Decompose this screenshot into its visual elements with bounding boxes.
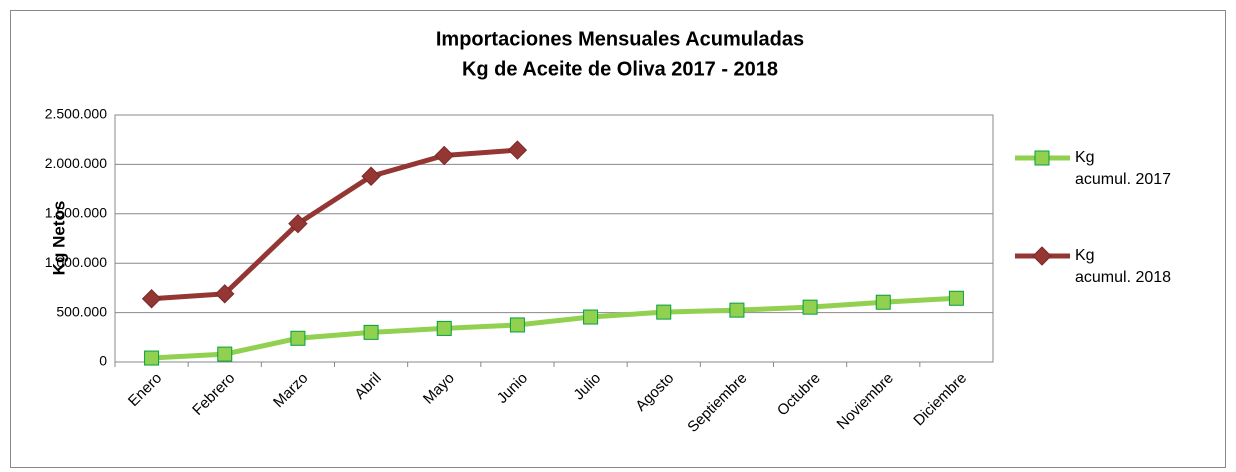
data-point bbox=[948, 290, 964, 306]
data-point bbox=[802, 299, 818, 315]
legend-marker bbox=[1032, 246, 1052, 266]
data-point bbox=[215, 284, 235, 304]
data-point bbox=[217, 346, 233, 362]
y-tick-label: 0 bbox=[99, 353, 107, 369]
legend-marker bbox=[1034, 150, 1050, 166]
data-point bbox=[436, 320, 452, 336]
chart-title: Kg de Aceite de Oliva 2017 - 2018 bbox=[462, 58, 778, 80]
data-point bbox=[875, 294, 891, 310]
data-point bbox=[363, 324, 379, 340]
chart-border bbox=[10, 10, 1226, 468]
data-point bbox=[288, 213, 308, 234]
data-point bbox=[729, 302, 745, 318]
legend-label: Kg acumul. 2018 bbox=[1075, 247, 1171, 286]
y-tick-label: 1.500.000 bbox=[45, 205, 107, 221]
series-line bbox=[151, 147, 518, 302]
data-point bbox=[290, 330, 306, 346]
data-point bbox=[361, 166, 381, 186]
data-point bbox=[656, 304, 672, 320]
y-axis-label: Kg Netos bbox=[49, 201, 68, 276]
y-tick-label: 2.000.000 bbox=[45, 155, 107, 171]
y-tick-label: 500.000 bbox=[56, 303, 107, 319]
data-point bbox=[509, 317, 525, 333]
y-tick-label: 2.500.000 bbox=[45, 106, 107, 122]
data-point bbox=[507, 140, 528, 160]
data-point bbox=[144, 350, 160, 366]
legend-label: Kg acumul. 2017 bbox=[1075, 149, 1171, 188]
data-point bbox=[434, 145, 454, 166]
data-point bbox=[141, 289, 162, 309]
series-line bbox=[151, 295, 957, 361]
y-tick-label: 1.000.000 bbox=[45, 254, 107, 270]
chart-title: Importaciones Mensuales Acumuladas bbox=[436, 28, 804, 50]
data-point bbox=[583, 309, 599, 325]
